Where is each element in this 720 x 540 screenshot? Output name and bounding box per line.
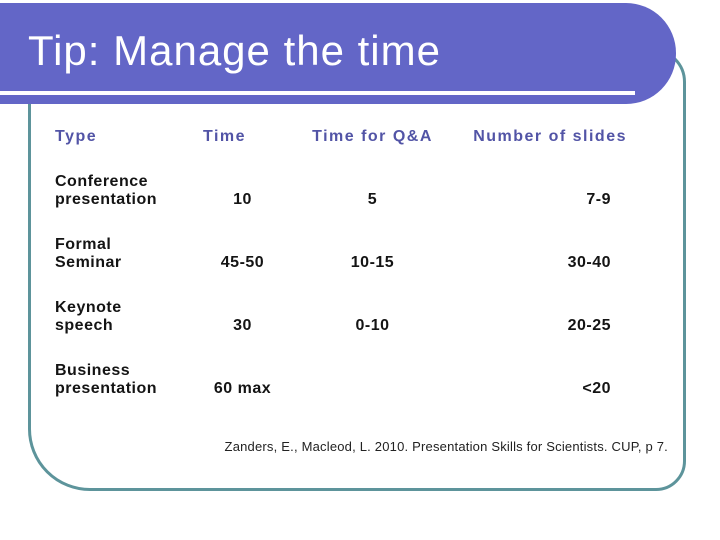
column-header-qa: Time for Q&A <box>312 128 433 145</box>
column-header-time: Time <box>203 128 247 145</box>
cell-qa: 5 <box>367 191 378 208</box>
title-underline <box>0 91 635 95</box>
column-header-slides: Number of slides <box>473 128 627 145</box>
citation-text: Zanders, E., Macleod, L. 2010. Presentat… <box>224 439 668 454</box>
slide-title: Tip: Manage the time <box>28 26 441 74</box>
cell-slides: 7-9 <box>586 191 611 208</box>
cell-slides: 30-40 <box>567 254 611 271</box>
title-banner: Tip: Manage the time <box>0 3 676 104</box>
row-label: Keynote speech <box>55 299 122 334</box>
time-management-table: Type Time Time for Q&A Number of slides … <box>55 128 627 398</box>
row-label: Formal Seminar <box>55 236 122 271</box>
cell-slides: 20-25 <box>567 317 611 334</box>
cell-time: 60 max <box>213 380 272 397</box>
cell-time: 45-50 <box>220 254 265 271</box>
cell-qa: 10-15 <box>350 254 395 271</box>
cell-time: 10 <box>233 191 252 208</box>
column-header-type: Type <box>55 128 98 145</box>
cell-qa: 0-10 <box>355 317 390 334</box>
cell-time: 30 <box>233 317 252 334</box>
row-label: Business presentation <box>55 362 158 397</box>
row-label: Conference presentation <box>55 173 158 208</box>
cell-slides: <20 <box>582 380 611 397</box>
